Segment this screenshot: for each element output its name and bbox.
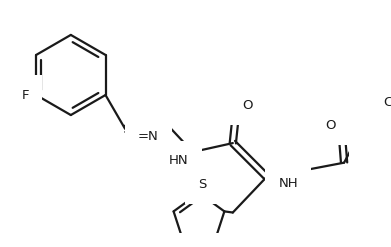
Text: F: F [22,88,29,102]
Text: NH: NH [279,177,298,190]
Text: O: O [325,119,336,132]
Text: =N: =N [138,130,159,143]
Text: HN: HN [169,154,188,167]
Text: O: O [242,99,252,112]
Text: Cl: Cl [383,96,391,109]
Text: S: S [198,178,207,190]
